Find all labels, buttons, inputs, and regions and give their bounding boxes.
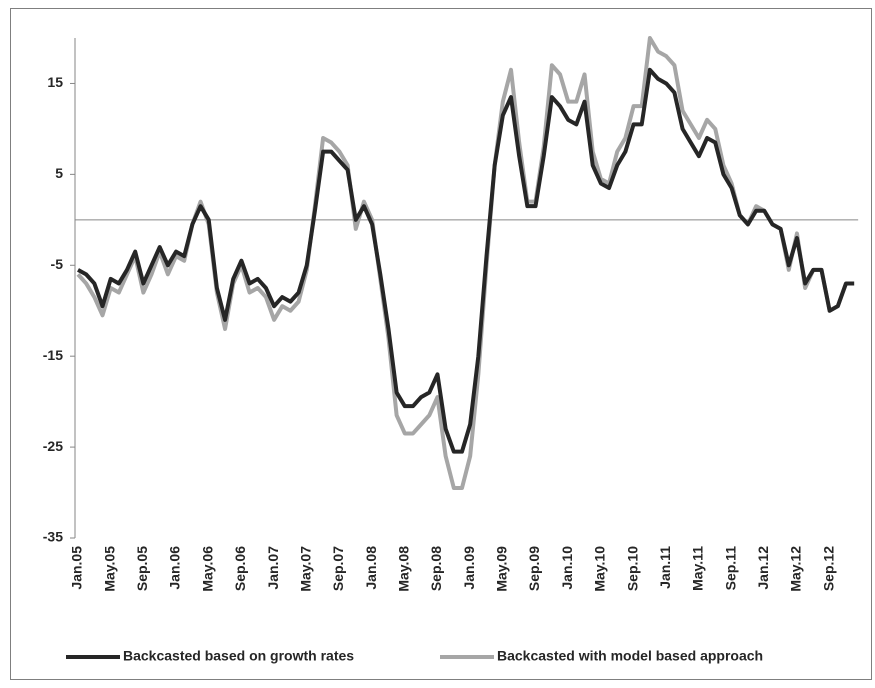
y-tick-label: -15 xyxy=(43,347,63,363)
legend-label: Backcasted based on growth rates xyxy=(123,648,354,664)
x-tick-label: Jan.05 xyxy=(69,546,85,590)
x-tick-label: Sep.05 xyxy=(134,546,150,591)
x-tick-label: May.07 xyxy=(297,546,313,592)
y-tick-label: 5 xyxy=(55,165,63,181)
x-tick-label: Jan.09 xyxy=(461,546,477,590)
x-tick-label: Sep.09 xyxy=(526,546,542,591)
x-tick-label: Jan.08 xyxy=(363,546,379,590)
y-tick-label: -25 xyxy=(43,438,63,454)
x-tick-label: Jan.10 xyxy=(559,546,575,590)
x-tick-label: May.08 xyxy=(396,546,412,592)
x-tick-label: Sep.07 xyxy=(330,546,346,591)
series-line xyxy=(77,67,855,454)
y-tick-label: -35 xyxy=(43,529,63,545)
x-tick-label: Sep.06 xyxy=(232,546,248,591)
x-tick-label: Sep.10 xyxy=(624,546,640,591)
x-tick-label: Jan.12 xyxy=(755,546,771,590)
x-tick-label: Sep.08 xyxy=(428,546,444,591)
x-tick-label: May.05 xyxy=(101,546,117,592)
x-tick-label: May.09 xyxy=(494,546,510,592)
x-tick-label: Sep.12 xyxy=(820,546,836,591)
x-tick-label: May.10 xyxy=(592,546,608,592)
x-tick-label: Jan.07 xyxy=(265,546,281,590)
x-tick-label: Jan.06 xyxy=(167,546,183,590)
y-tick-label: -5 xyxy=(51,256,64,272)
x-tick-label: Sep.11 xyxy=(722,546,738,591)
x-tick-label: May.06 xyxy=(199,546,215,592)
x-tick-label: May.11 xyxy=(690,546,706,591)
chart-frame xyxy=(10,8,872,680)
y-tick-label: 15 xyxy=(47,74,63,90)
x-tick-label: May.12 xyxy=(788,546,804,592)
legend-label: Backcasted with model based approach xyxy=(497,648,763,664)
x-tick-label: Jan.11 xyxy=(657,546,673,589)
